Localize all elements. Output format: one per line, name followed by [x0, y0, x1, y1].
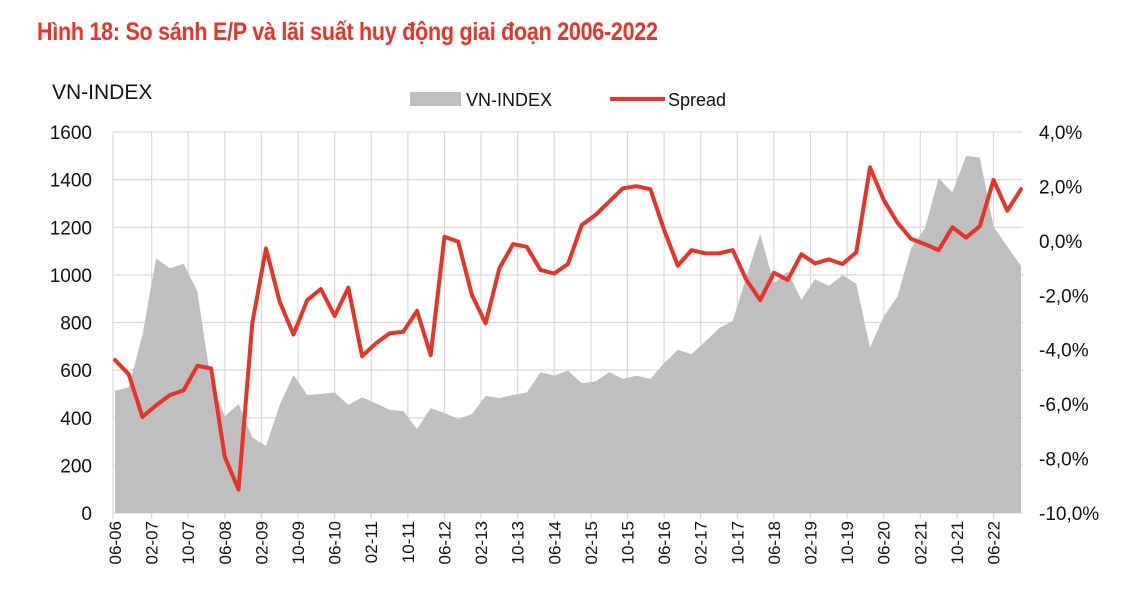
right-tick-label: 0,0% [1039, 232, 1082, 253]
legend-label-spread: Spread [668, 90, 726, 110]
left-tick-label: 600 [60, 361, 92, 382]
x-tick-label: 10-21 [948, 521, 967, 564]
x-tick-label: 06-12 [435, 521, 454, 564]
legend-swatch-vnindex [410, 92, 461, 106]
left-tick-label: 400 [60, 409, 92, 430]
x-tick-label: 06-18 [765, 521, 784, 564]
right-tick-label: 4,0% [1039, 123, 1082, 144]
x-tick-label: 10-09 [289, 521, 308, 564]
right-tick-label: -8,0% [1039, 450, 1089, 471]
spread-line [113, 165, 1023, 492]
left-tick-label: 1000 [50, 266, 92, 287]
x-tick-label: 06-06 [106, 521, 125, 564]
x-tick-label: 10-15 [618, 521, 637, 564]
legend: VN-INDEX Spread [410, 90, 726, 110]
left-tick-label: 1200 [50, 218, 92, 239]
x-tick-label: 06-16 [655, 521, 674, 564]
x-tick-label: 06-08 [216, 521, 235, 564]
x-tick-label: 02-15 [582, 521, 601, 564]
x-tick-label: 06-22 [985, 521, 1004, 564]
x-tick-label: 06-10 [326, 521, 345, 564]
legend-label-vnindex: VN-INDEX [466, 90, 552, 110]
x-tick-label: 10-19 [838, 521, 857, 564]
right-tick-label: 2,0% [1039, 177, 1082, 198]
x-tick-label: 06-14 [545, 521, 564, 564]
right-tick-label: -2,0% [1039, 286, 1089, 307]
right-tick-label: -4,0% [1039, 341, 1089, 362]
right-tick-label: -10,0% [1039, 504, 1099, 525]
x-tick-label: 06-20 [875, 521, 894, 564]
x-tick-label: 02-21 [911, 521, 930, 564]
right-tick-label: -6,0% [1039, 395, 1089, 416]
left-tick-label: 1400 [50, 171, 92, 192]
left-tick-label: 1600 [50, 123, 92, 144]
left-tick-label: 800 [60, 314, 92, 335]
vnindex-area [115, 155, 1021, 513]
x-tick-label: 02-17 [692, 521, 711, 564]
x-tick-label: 02-09 [252, 521, 271, 564]
x-tick-label: 10-17 [728, 521, 747, 564]
x-tick-label: 10-07 [179, 521, 198, 564]
x-tick-label: 02-19 [802, 521, 821, 564]
x-tick-label: 02-07 [143, 521, 162, 564]
left-tick-label: 0 [81, 504, 92, 525]
chart-title: Hình 18: So sánh E/P và lãi suất huy độn… [37, 18, 658, 46]
x-tick-label: 02-11 [362, 521, 381, 563]
x-tick-label: 02-13 [472, 521, 491, 564]
left-axis-label: VN-INDEX [52, 81, 152, 104]
x-tick-label: 10-11 [399, 521, 418, 563]
left-tick-label: 200 [60, 456, 92, 477]
x-tick-label: 10-13 [509, 521, 528, 564]
